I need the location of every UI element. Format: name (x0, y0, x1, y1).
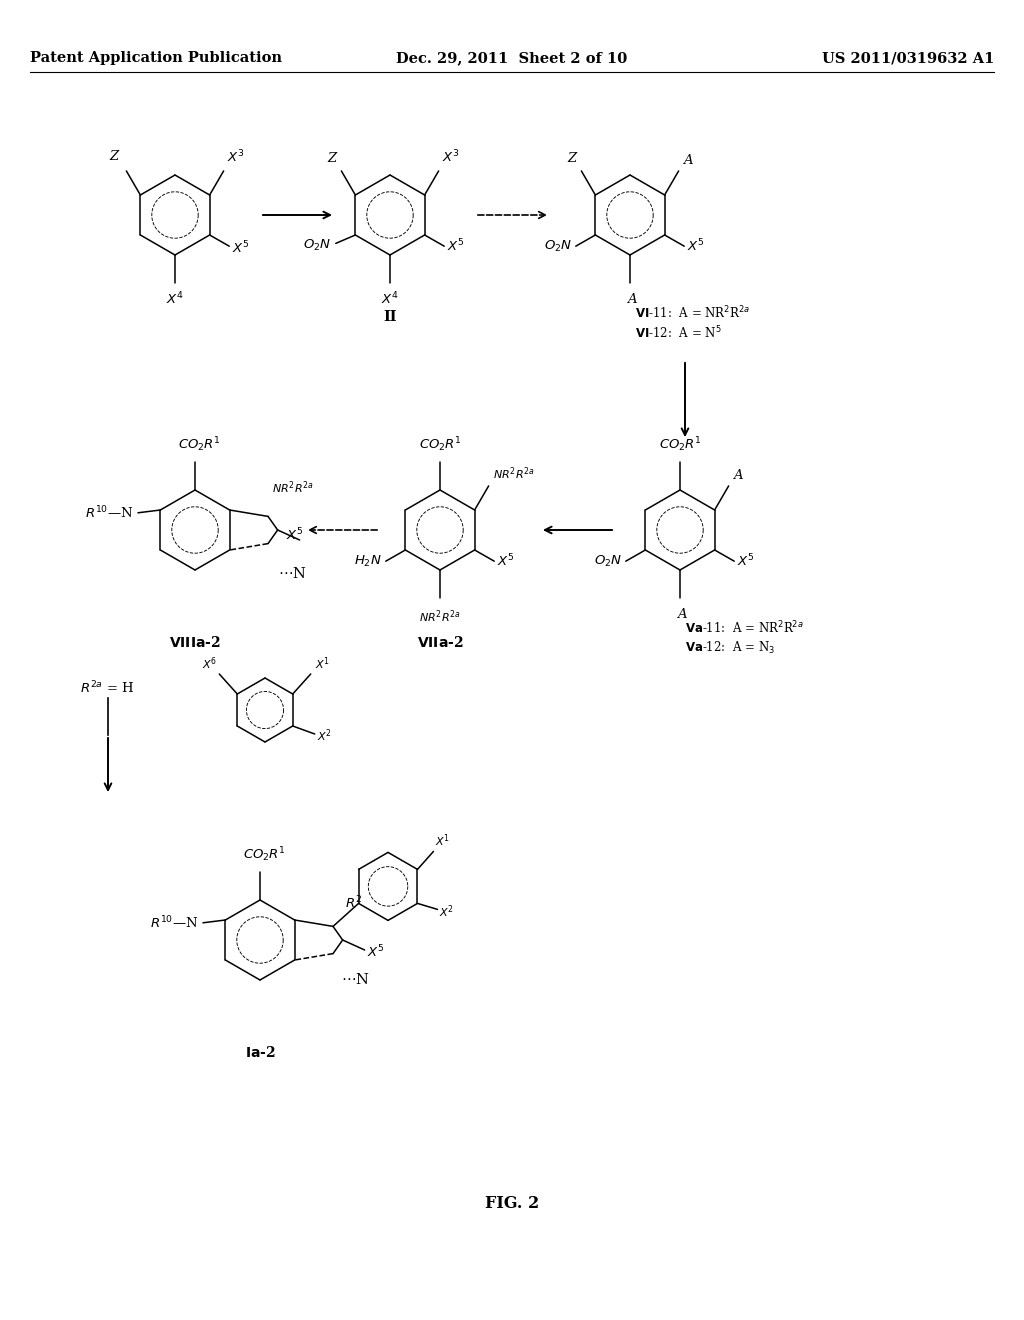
Text: $R^2$: $R^2$ (345, 895, 362, 911)
Text: Z: Z (327, 152, 336, 165)
Text: $O_2N$: $O_2N$ (544, 239, 571, 253)
Text: $X^5$: $X^5$ (286, 527, 303, 544)
Text: A: A (627, 293, 637, 306)
Text: $\mathbf{VIIIa}$-2: $\mathbf{VIIIa}$-2 (169, 635, 221, 649)
Text: $X^5$: $X^5$ (687, 238, 705, 255)
Text: $X^1$: $X^1$ (435, 833, 451, 849)
Text: Z: Z (110, 150, 119, 162)
Text: $X^4$: $X^4$ (166, 290, 184, 308)
Text: Dec. 29, 2011  Sheet 2 of 10: Dec. 29, 2011 Sheet 2 of 10 (396, 51, 628, 65)
Text: $X^2$: $X^2$ (316, 727, 332, 744)
Text: $X^5$: $X^5$ (498, 553, 515, 569)
Text: FIG. 2: FIG. 2 (485, 1195, 539, 1212)
Text: $\cdots$N: $\cdots$N (279, 565, 307, 581)
Text: $X^2$: $X^2$ (439, 903, 455, 920)
Text: $H_2N$: $H_2N$ (354, 553, 382, 569)
Text: $R^{2a}$ = H: $R^{2a}$ = H (80, 680, 134, 697)
Text: A: A (683, 154, 692, 166)
Text: $CO_2R^1$: $CO_2R^1$ (658, 436, 701, 454)
Text: $X^3$: $X^3$ (441, 148, 460, 165)
Text: $R^{10}$—N: $R^{10}$—N (85, 504, 134, 521)
Text: $\mathbf{VI}$-11:  A = NR$^2$R$^{2a}$: $\mathbf{VI}$-11: A = NR$^2$R$^{2a}$ (635, 305, 751, 322)
Text: $\mathbf{VI}$-12:  A = N$^5$: $\mathbf{VI}$-12: A = N$^5$ (635, 325, 722, 342)
Text: $\mathbf{VIIa}$-2: $\mathbf{VIIa}$-2 (417, 635, 463, 649)
Text: $X^5$: $X^5$ (232, 240, 250, 256)
Text: US 2011/0319632 A1: US 2011/0319632 A1 (821, 51, 994, 65)
Text: $NR^2R^{2a}$: $NR^2R^{2a}$ (272, 479, 313, 496)
Text: $X^5$: $X^5$ (447, 238, 465, 255)
Text: $\mathbf{Va}$-12:  A = N$_3$: $\mathbf{Va}$-12: A = N$_3$ (685, 640, 775, 656)
Text: $\mathbf{Va}$-11:  A = NR$^2$R$^{2a}$: $\mathbf{Va}$-11: A = NR$^2$R$^{2a}$ (685, 620, 804, 636)
Text: $X^1$: $X^1$ (314, 656, 330, 672)
Text: $X^3$: $X^3$ (226, 148, 245, 165)
Text: $X^5$: $X^5$ (367, 944, 384, 961)
Text: II: II (383, 310, 396, 323)
Text: $O_2N$: $O_2N$ (302, 238, 331, 253)
Text: $\mathbf{Ia}$-2: $\mathbf{Ia}$-2 (245, 1045, 275, 1060)
Text: Patent Application Publication: Patent Application Publication (30, 51, 282, 65)
Text: A: A (677, 609, 687, 620)
Text: $X^6$: $X^6$ (202, 656, 217, 672)
Text: $X^4$: $X^4$ (381, 290, 399, 308)
Text: $O_2N$: $O_2N$ (594, 553, 622, 569)
Text: A: A (732, 469, 742, 482)
Text: Z: Z (567, 152, 577, 165)
Text: $CO_2R^1$: $CO_2R^1$ (419, 436, 462, 454)
Text: $NR^2R^{2a}$: $NR^2R^{2a}$ (419, 609, 461, 624)
Text: $CO_2R^1$: $CO_2R^1$ (177, 436, 220, 454)
Text: $NR^2R^{2a}$: $NR^2R^{2a}$ (493, 466, 535, 482)
Text: $CO_2R^1$: $CO_2R^1$ (243, 845, 286, 865)
Text: $R^{10}$—N: $R^{10}$—N (151, 915, 199, 931)
Text: $X^5$: $X^5$ (737, 553, 755, 569)
Text: $\cdots$N: $\cdots$N (341, 972, 370, 986)
